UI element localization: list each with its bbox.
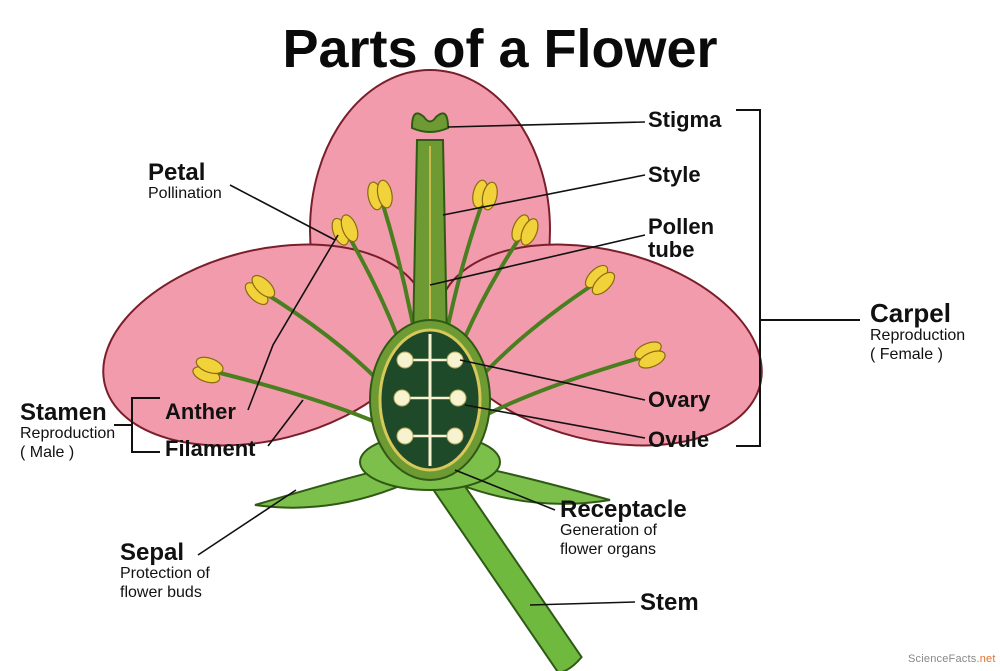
label-ovary: Ovary bbox=[648, 388, 710, 411]
credit-brand: ScienceFacts bbox=[908, 653, 976, 665]
label-sepal-sub: Protection offlower buds bbox=[120, 565, 210, 602]
label-filament-name: Filament bbox=[165, 437, 255, 460]
label-pollen-name: Pollentube bbox=[648, 215, 714, 261]
label-carpel-group-name: Carpel bbox=[870, 300, 965, 327]
leader-sepal bbox=[198, 490, 296, 555]
credit-tld: .net bbox=[976, 653, 995, 665]
label-petal: PetalPollination bbox=[148, 160, 222, 204]
label-ovary-name: Ovary bbox=[648, 388, 710, 411]
label-anther: Anther bbox=[165, 400, 236, 423]
label-anther-name: Anther bbox=[165, 400, 236, 423]
label-stem_l-name: Stem bbox=[640, 590, 699, 615]
label-receptacle-name: Receptacle bbox=[560, 497, 687, 522]
label-ovule-name: Ovule bbox=[648, 428, 709, 451]
label-stigma: Stigma bbox=[648, 108, 721, 131]
label-carpel-group: CarpelReproduction( Female ) bbox=[870, 300, 965, 364]
ovule bbox=[397, 428, 413, 444]
label-stem_l: Stem bbox=[640, 590, 699, 615]
label-filament: Filament bbox=[165, 437, 255, 460]
ovule bbox=[394, 390, 410, 406]
label-petal-sub: Pollination bbox=[148, 185, 222, 203]
label-style-name: Style bbox=[648, 163, 701, 186]
label-petal-name: Petal bbox=[148, 160, 222, 185]
label-receptacle-sub: Generation offlower organs bbox=[560, 522, 687, 559]
label-pollen: Pollentube bbox=[648, 215, 714, 261]
label-receptacle: ReceptacleGeneration offlower organs bbox=[560, 497, 687, 559]
ovule bbox=[450, 390, 466, 406]
label-stamen-group: StamenReproduction( Male ) bbox=[20, 400, 115, 462]
label-stigma-name: Stigma bbox=[648, 108, 721, 131]
credit: ScienceFacts.net bbox=[908, 653, 996, 665]
label-stamen-group-name: Stamen bbox=[20, 400, 115, 425]
label-ovule: Ovule bbox=[648, 428, 709, 451]
label-stamen-group-sub: Reproduction( Male ) bbox=[20, 425, 115, 462]
label-carpel-group-sub: Reproduction( Female ) bbox=[870, 327, 965, 364]
label-sepal-name: Sepal bbox=[120, 540, 210, 565]
ovule bbox=[397, 352, 413, 368]
label-sepal: SepalProtection offlower buds bbox=[120, 540, 210, 602]
label-style: Style bbox=[648, 163, 701, 186]
ovule bbox=[447, 428, 463, 444]
